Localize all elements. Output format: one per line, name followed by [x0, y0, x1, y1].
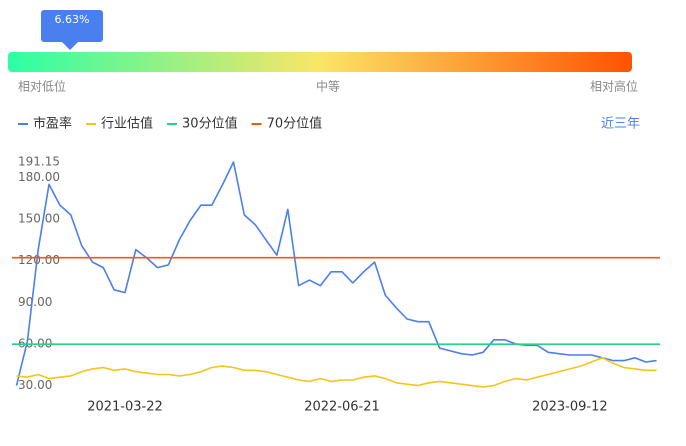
x-tick-label: 2021-03-22	[87, 400, 163, 415]
x-tick-label: 2023-09-12	[532, 400, 608, 415]
y-tick-label: 30.00	[18, 378, 52, 392]
legend-label: 30分位值	[182, 116, 238, 132]
x-tick-label: 2022-06-21	[304, 400, 380, 415]
gradient-bar	[8, 52, 632, 72]
y-tick-label: 150.00	[18, 212, 60, 226]
tooltip-box	[41, 10, 103, 42]
y-tick-label: 180.00	[18, 170, 60, 184]
percentile-tooltip: 6.63%	[41, 10, 103, 50]
y-tick-label: 90.00	[18, 295, 52, 309]
y-tick-label: 120.00	[18, 253, 60, 267]
tooltip-pointer	[62, 42, 78, 50]
percentile-label: 6.63%	[55, 13, 90, 26]
mid-label: 中等	[316, 79, 340, 94]
legend-label: 70分位值	[267, 116, 323, 132]
legend-label: 市盈率	[33, 116, 72, 132]
y-tick-label: 191.15	[18, 155, 60, 169]
series-line	[15, 161, 657, 386]
high-label: 相对高位	[590, 79, 638, 94]
period-selector[interactable]: 近三年	[601, 117, 640, 132]
legend-label: 行业估值	[101, 116, 153, 132]
series-line	[16, 357, 657, 388]
low-label: 相对低位	[18, 79, 66, 94]
